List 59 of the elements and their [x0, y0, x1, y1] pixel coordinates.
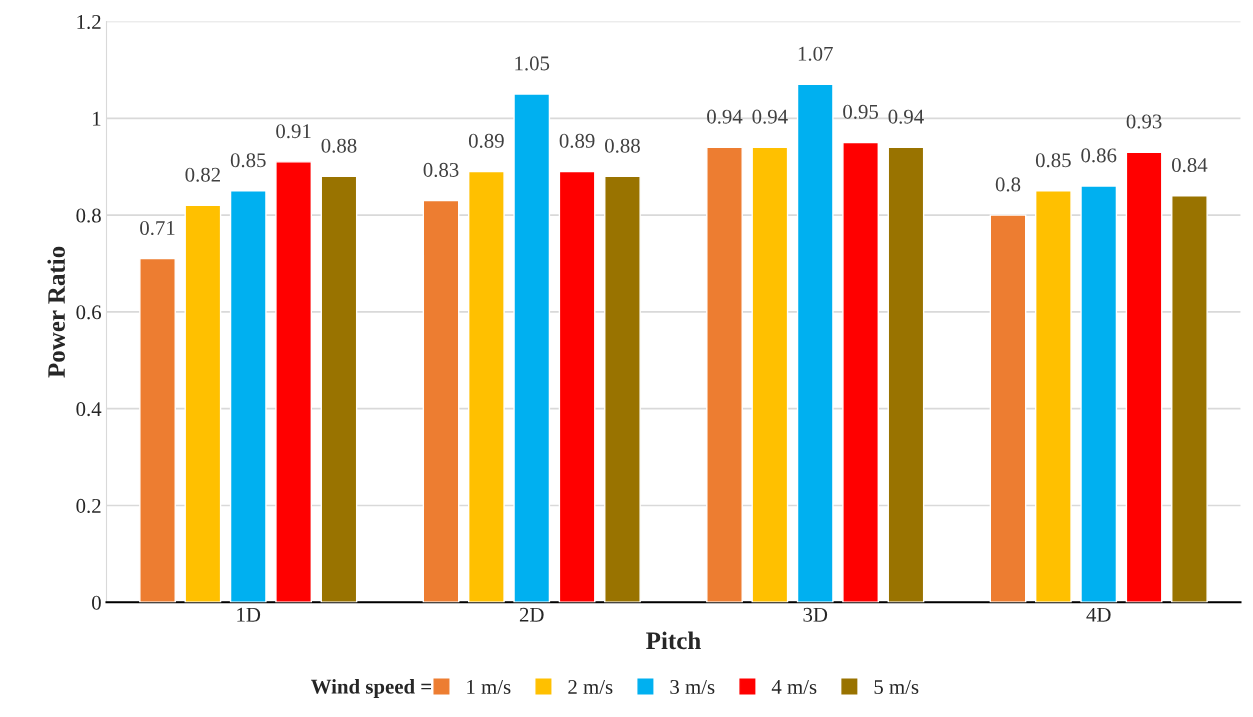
legend-label: 2 m/s [568, 680, 613, 695]
bar [706, 146, 743, 603]
data-label: 0.94 [888, 109, 924, 124]
x-axis-title: Pitch [646, 631, 701, 650]
y-tick-label: 1 [93, 111, 101, 126]
bar [1080, 185, 1118, 603]
bar [275, 161, 312, 603]
y-tick-label: 1.2 [77, 14, 101, 30]
bar [796, 83, 834, 603]
bar [139, 257, 176, 603]
legend-label: 5 m/s [874, 680, 919, 695]
data-label: 0.88 [321, 138, 357, 153]
bar [1171, 195, 1208, 603]
bar [184, 204, 222, 603]
data-label: 0.93 [1126, 114, 1162, 129]
bar [751, 146, 789, 603]
data-label: 1.05 [515, 56, 550, 71]
legend-label: 1 m/s [467, 680, 511, 695]
bar [989, 214, 1027, 603]
data-label: 0.94 [752, 109, 788, 124]
data-label: 0.85 [230, 153, 266, 168]
data-label: 0.91 [276, 124, 311, 139]
data-label: 0.89 [468, 133, 504, 148]
data-label: 1.07 [798, 46, 833, 61]
data-label: 0.89 [559, 133, 595, 148]
x-tick-label: 3D [803, 607, 828, 622]
bar [229, 190, 267, 603]
bar [558, 170, 596, 603]
bar [1034, 190, 1072, 603]
bar [887, 146, 925, 603]
data-label: 0.86 [1081, 148, 1117, 163]
bar [320, 175, 358, 603]
bar [467, 170, 505, 603]
y-tick-label: 0.4 [76, 402, 102, 417]
y-tick-label: 0.6 [76, 305, 102, 320]
data-label: 0.94 [707, 109, 743, 124]
bar [842, 141, 879, 603]
data-label: 0.71 [140, 220, 175, 236]
x-tick-label: 1D [237, 607, 261, 622]
legend-label: 4 m/s [771, 680, 817, 695]
legend-label: 3 m/s [670, 680, 715, 695]
y-axis-title: Power Ratio [47, 246, 65, 378]
data-label: 0.8 [995, 177, 1021, 192]
data-label: 0.82 [185, 167, 220, 182]
bar [604, 175, 641, 603]
data-label: 0.83 [423, 162, 459, 177]
bar [513, 93, 551, 603]
y-tick-label: 0.2 [76, 498, 101, 514]
y-tick-label: 0 [92, 595, 101, 610]
data-label: 0.88 [605, 138, 640, 153]
y-tick-label: 0.8 [76, 208, 101, 223]
bar [422, 199, 460, 603]
bar [1125, 151, 1163, 603]
data-label: 0.85 [1035, 153, 1071, 168]
data-label: 0.95 [843, 104, 879, 119]
x-tick-label: 4D [1086, 607, 1111, 622]
data-label: 0.84 [1172, 158, 1208, 173]
x-tick-label: 2D [519, 607, 544, 622]
legend-title: Wind speed = [310, 679, 432, 698]
